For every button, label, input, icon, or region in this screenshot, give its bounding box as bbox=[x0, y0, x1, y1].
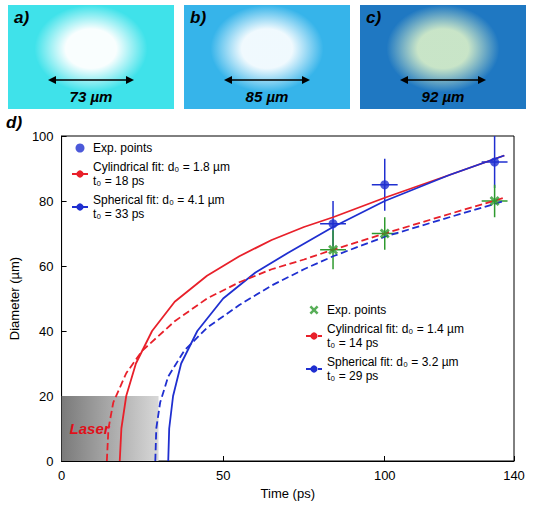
svg-text:100: 100 bbox=[374, 468, 396, 483]
svg-text:Spherical fit: d₀ = 4.1 µm: Spherical fit: d₀ = 4.1 µm bbox=[93, 193, 225, 207]
svg-text:Diameter (µm): Diameter (µm) bbox=[7, 257, 22, 340]
html-text:85 µm: 85 µm bbox=[245, 88, 289, 105]
svg-text:140: 140 bbox=[503, 468, 525, 483]
html-text:b): b) bbox=[190, 8, 206, 27]
svg-text:t₀ = 14 ps: t₀ = 14 ps bbox=[327, 336, 378, 350]
svg-text:0: 0 bbox=[46, 454, 53, 469]
svg-text:Exp. points: Exp. points bbox=[93, 141, 152, 155]
svg-text:t₀ = 29 ps: t₀ = 29 ps bbox=[327, 369, 378, 383]
html-text:a): a) bbox=[14, 8, 30, 27]
svg-text:40: 40 bbox=[39, 324, 53, 339]
svg-text:Cylindrical fit: d₀ = 1.8 µm: Cylindrical fit: d₀ = 1.8 µm bbox=[93, 160, 230, 174]
svg-text:0: 0 bbox=[58, 468, 65, 483]
svg-text:Time (ps): Time (ps) bbox=[261, 486, 315, 501]
svg-text:t₀ = 18 ps: t₀ = 18 ps bbox=[93, 174, 144, 188]
svg-text:t₀ = 33 ps: t₀ = 33 ps bbox=[93, 207, 144, 221]
svg-text:20: 20 bbox=[39, 389, 53, 404]
svg-text:Spherical fit: d₀ = 3.2 µm: Spherical fit: d₀ = 3.2 µm bbox=[327, 355, 459, 369]
svg-text:100: 100 bbox=[32, 129, 54, 144]
svg-text:50: 50 bbox=[216, 468, 230, 483]
html-text:c): c) bbox=[366, 8, 382, 27]
html-text:73 µm: 73 µm bbox=[69, 88, 113, 105]
svg-text:60: 60 bbox=[39, 259, 53, 274]
svg-text:Laser: Laser bbox=[70, 420, 111, 437]
svg-text:Exp. points: Exp. points bbox=[327, 303, 386, 317]
svg-text:80: 80 bbox=[39, 194, 53, 209]
svg-text:d): d) bbox=[6, 113, 22, 132]
html-text:92 µm: 92 µm bbox=[421, 88, 465, 105]
svg-text:Cylindrical fit: d₀ = 1.4 µm: Cylindrical fit: d₀ = 1.4 µm bbox=[327, 322, 464, 336]
